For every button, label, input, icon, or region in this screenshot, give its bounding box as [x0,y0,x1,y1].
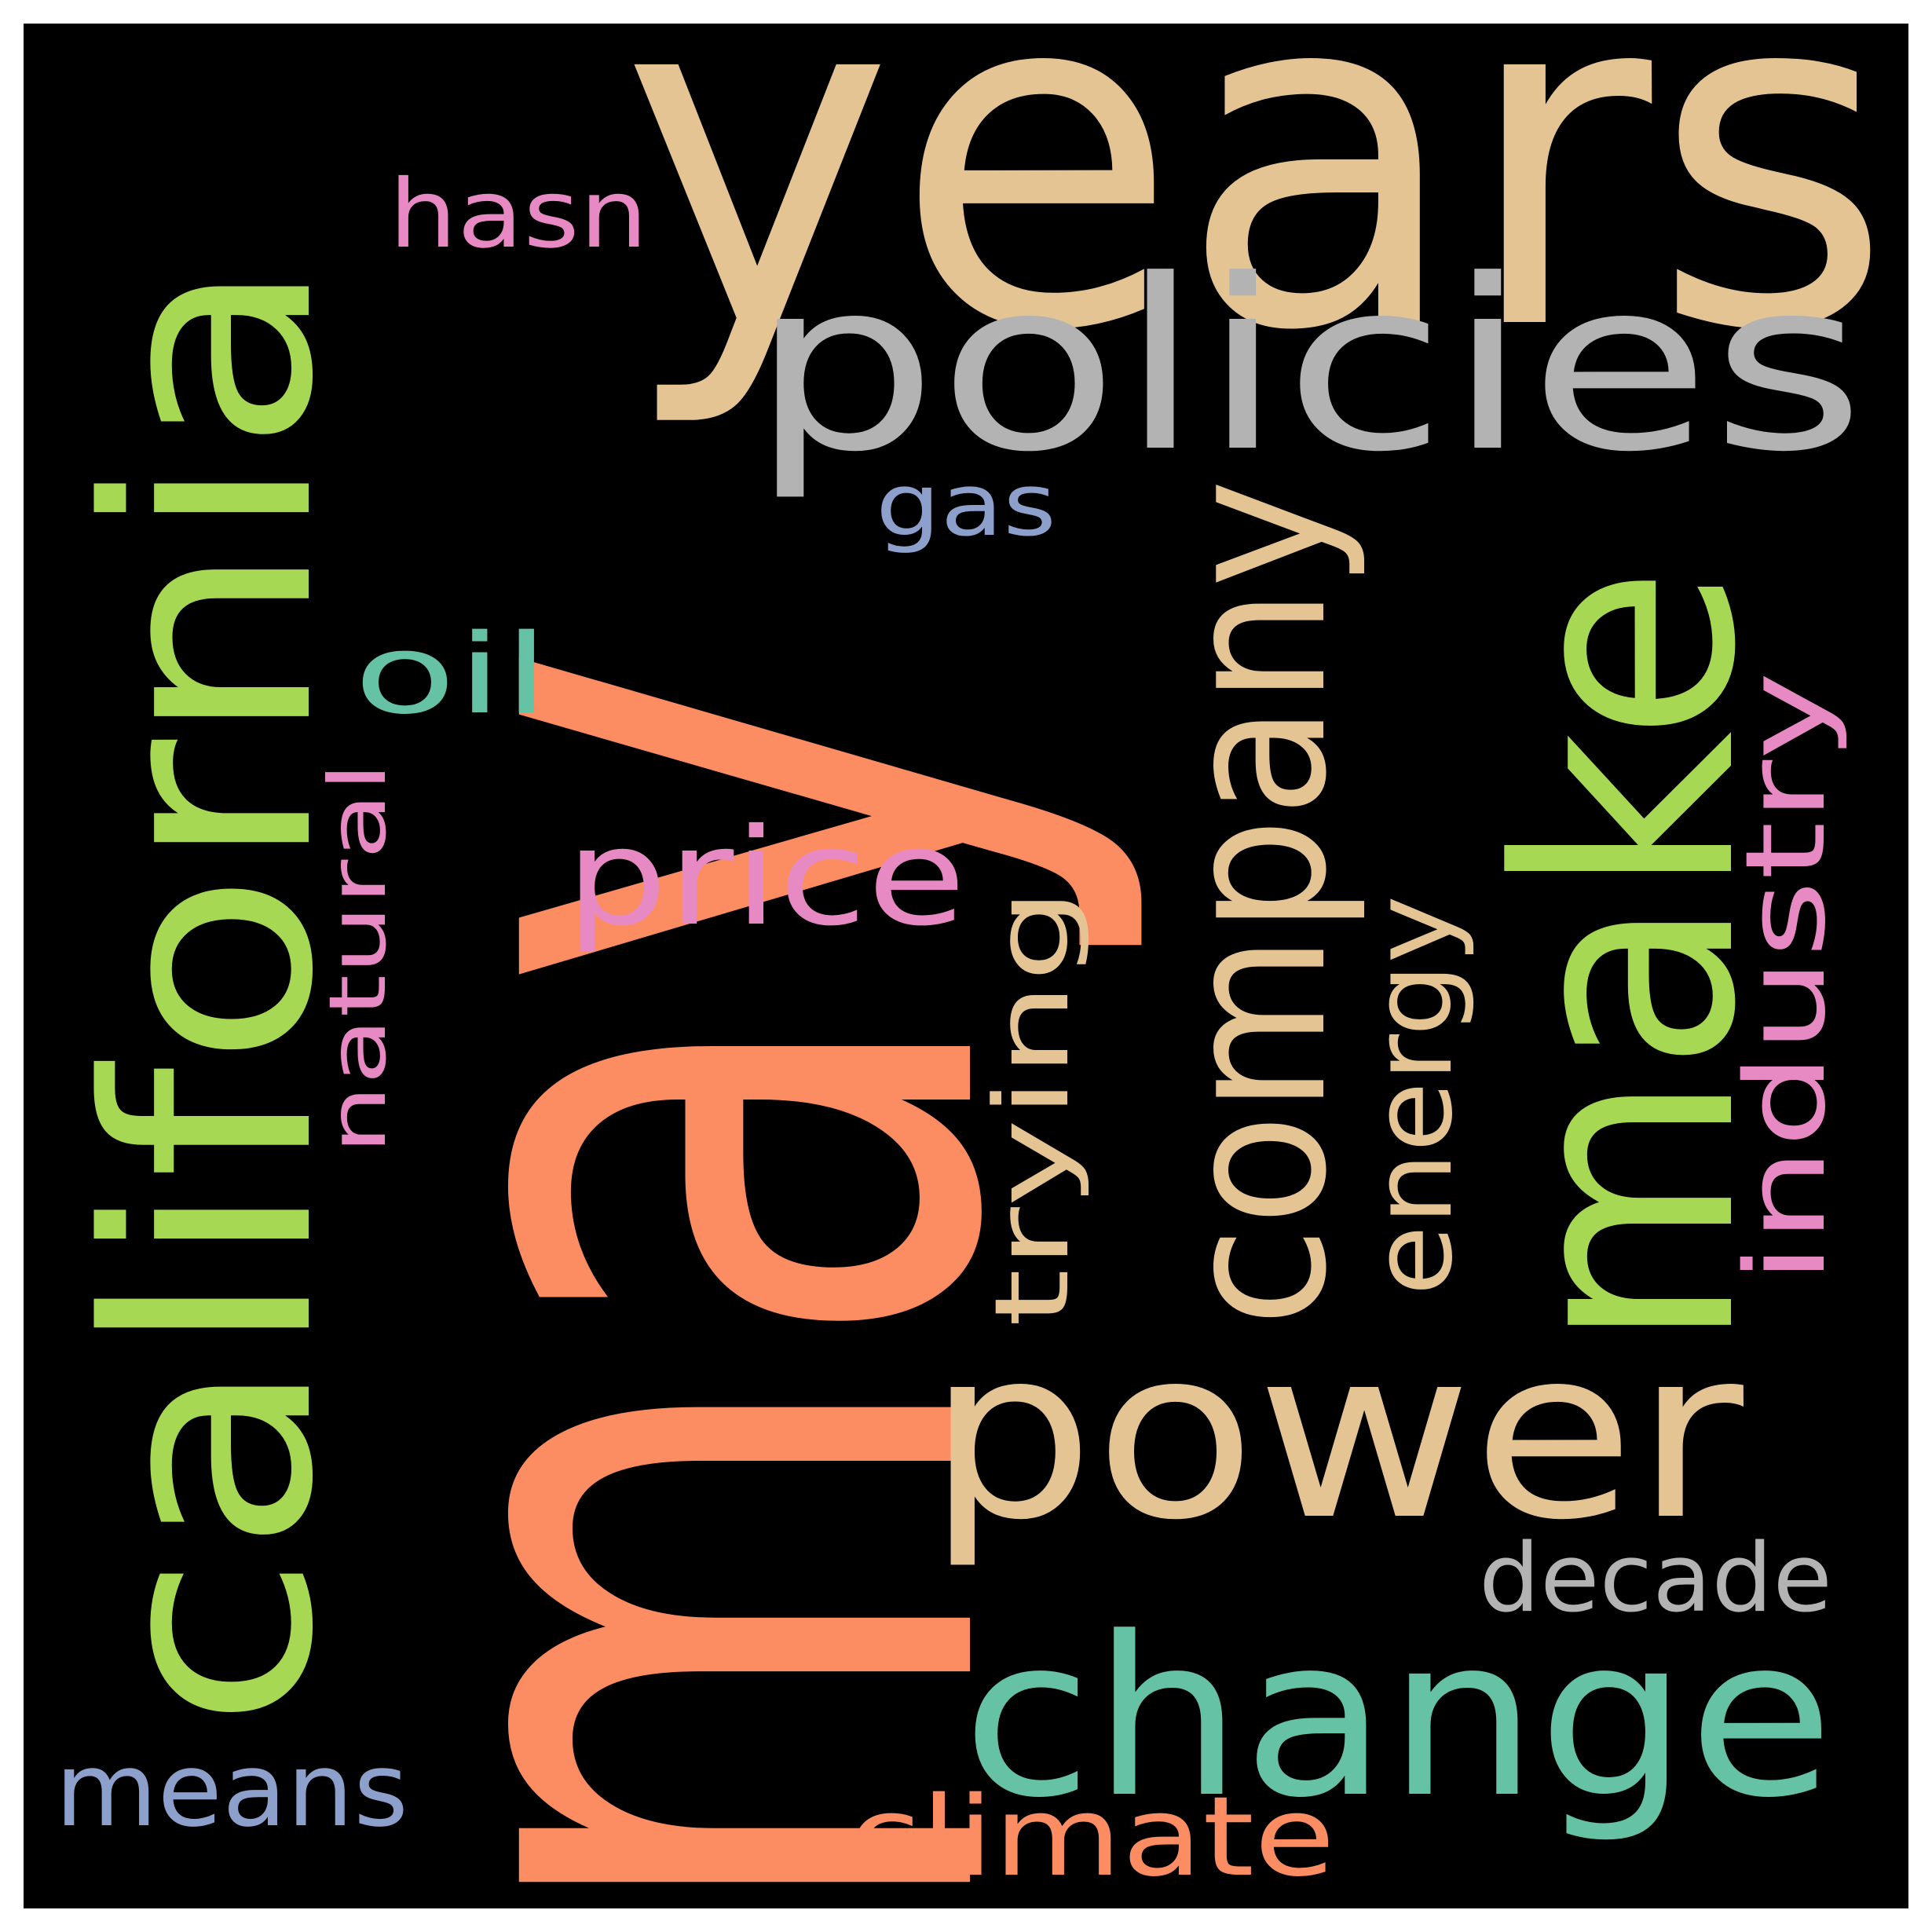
word-may: may [204,640,1165,1932]
word-means: means [55,1730,408,1850]
word-hasn: hasn [389,160,648,269]
cloud-background [24,24,1908,1908]
word-make: make [1454,565,1802,1351]
word-power: power [927,1297,1747,1572]
word-energy: energy [1349,895,1477,1296]
word-policies: policies [750,229,1865,503]
word-climate: climate [848,1773,1335,1901]
word-decade: decade [1479,1524,1832,1634]
word-industry: industry [1722,671,1850,1284]
word-change: change [962,1590,1834,1846]
word-price: price [565,800,966,956]
word-gas: gas [876,455,1056,555]
word-trying: trying [972,887,1092,1327]
word-years: years [620,0,1893,434]
word-company: company [1141,479,1370,1327]
word-natural: natural [312,762,404,1154]
word-california: california [46,258,375,1730]
word-oil: oil [353,611,550,739]
